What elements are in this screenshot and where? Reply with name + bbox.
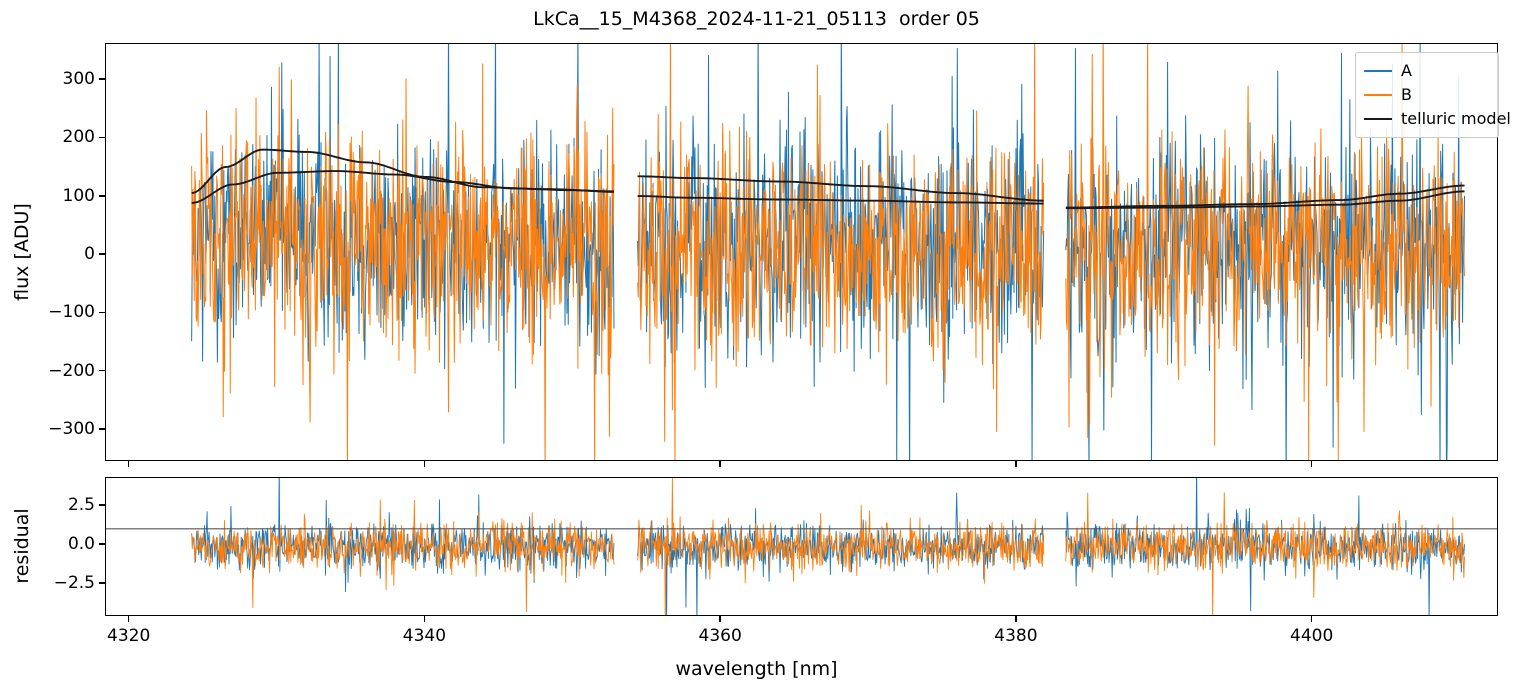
legend-swatch-a bbox=[1364, 69, 1392, 73]
legend-label-b: B bbox=[1401, 85, 1412, 104]
y-tick-label: 2.5 bbox=[67, 495, 95, 516]
x-tick-mark bbox=[719, 461, 721, 467]
legend: A B telluric model bbox=[1355, 52, 1511, 138]
x-tick-label: 4380 bbox=[994, 626, 1038, 646]
y-tick-mark bbox=[99, 504, 105, 506]
y-tick-mark bbox=[99, 253, 105, 255]
legend-swatch-b bbox=[1364, 93, 1392, 97]
telluric-model-curve-a-seg2 bbox=[637, 175, 1044, 202]
telluric-model-curve-b-seg1 bbox=[191, 170, 614, 204]
legend-swatch-telluric bbox=[1364, 117, 1392, 121]
y-tick-mark bbox=[99, 582, 105, 584]
x-tick-mark bbox=[423, 616, 426, 622]
spectrum-trace-b-seg3 bbox=[1065, 492, 1465, 615]
y-tick-mark bbox=[99, 194, 105, 197]
y-tick-label: −300 bbox=[48, 418, 95, 439]
y-tick-label: 200 bbox=[62, 127, 95, 148]
spectrum-trace-b-seg3 bbox=[1065, 44, 1466, 460]
x-tick-mark bbox=[1015, 616, 1017, 622]
flux-plot-canvas bbox=[191, 44, 1466, 460]
x-tick-label: 4400 bbox=[1290, 626, 1334, 646]
x-tick-label: 4340 bbox=[402, 626, 447, 646]
x-tick-label: 4360 bbox=[698, 626, 742, 646]
y-tick-label: −200 bbox=[48, 360, 95, 381]
legend-label-telluric: telluric model bbox=[1401, 109, 1511, 128]
y-tick-label: 100 bbox=[62, 185, 95, 206]
spectrum-trace-a-seg1 bbox=[191, 478, 615, 593]
y-tick-label: 0.0 bbox=[67, 534, 95, 555]
y-tick-mark bbox=[99, 311, 105, 314]
telluric-model-curve-b-seg2 bbox=[637, 195, 1044, 205]
legend-item-a[interactable]: A bbox=[1364, 59, 1488, 83]
wavelength-axis-label: wavelength [nm] bbox=[675, 658, 838, 680]
y-tick-label: −2.5 bbox=[53, 573, 95, 594]
x-tick-mark bbox=[719, 616, 721, 622]
legend-item-b[interactable]: B bbox=[1364, 83, 1488, 107]
y-tick-mark bbox=[99, 428, 105, 430]
flux-axis-label: flux [ADU] bbox=[11, 203, 33, 301]
y-tick-mark bbox=[99, 136, 105, 139]
legend-label-a: A bbox=[1401, 61, 1412, 80]
y-tick-mark bbox=[99, 78, 105, 80]
residual-panel bbox=[105, 477, 1498, 616]
telluric-model-curve-a-seg3 bbox=[1065, 184, 1465, 209]
spectrum-trace-a-seg1 bbox=[191, 44, 615, 444]
spectrum-trace-b-seg2 bbox=[637, 44, 1045, 460]
y-tick-label: 300 bbox=[62, 69, 95, 90]
y-tick-mark bbox=[99, 543, 105, 545]
spectrum-trace-b-seg2 bbox=[637, 478, 1045, 615]
y-tick-label: −100 bbox=[48, 302, 95, 323]
y-tick-label: 0 bbox=[84, 244, 95, 265]
spectrum-trace-b-seg1 bbox=[191, 63, 615, 460]
x-tick-mark bbox=[1015, 461, 1017, 467]
x-tick-mark bbox=[127, 616, 130, 622]
x-tick-mark bbox=[1310, 616, 1313, 622]
x-tick-label: 4320 bbox=[107, 626, 151, 646]
telluric-model-curve-b-seg3 bbox=[1065, 190, 1465, 210]
y-tick-mark bbox=[99, 369, 105, 372]
x-tick-mark bbox=[423, 461, 426, 467]
spectrum-trace-b-seg1 bbox=[191, 499, 615, 613]
flux-panel bbox=[105, 43, 1498, 461]
x-tick-mark bbox=[127, 461, 130, 467]
legend-item-telluric[interactable]: telluric model bbox=[1364, 107, 1511, 131]
residual-axis-label: residual bbox=[11, 508, 33, 584]
x-tick-mark bbox=[1310, 461, 1313, 467]
figure-title: LkCa__15_M4368_2024-11-21_05113 order 05 bbox=[533, 8, 980, 30]
residual-plot-canvas bbox=[106, 478, 1497, 615]
